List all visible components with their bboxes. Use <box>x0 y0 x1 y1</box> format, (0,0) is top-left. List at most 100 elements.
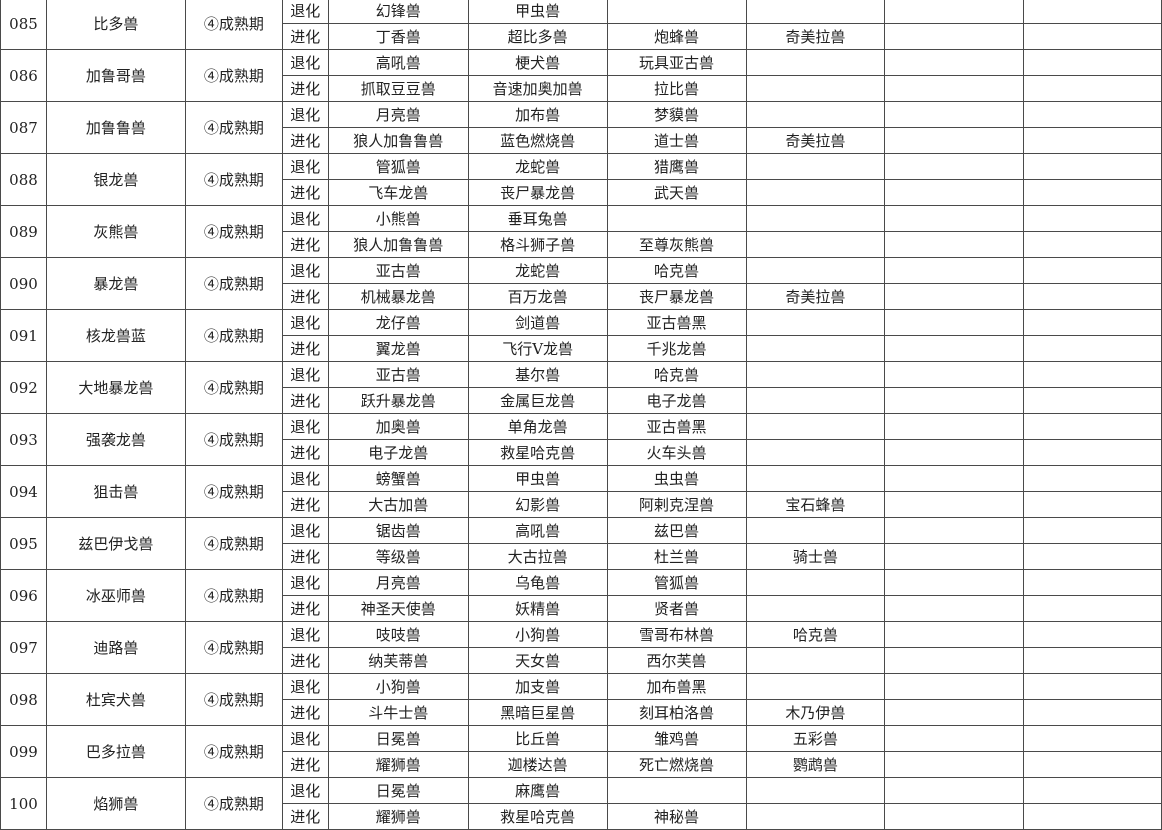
evolve-target-cell[interactable]: 等级兽 <box>327 543 469 570</box>
digimon-name-cell[interactable]: 核龙兽蓝 <box>45 309 186 362</box>
devolve-target-cell[interactable] <box>745 153 886 180</box>
evolve-target-cell[interactable] <box>745 803 886 830</box>
digimon-id-cell[interactable]: 089 <box>0 205 47 258</box>
evolve-label-cell[interactable]: 进化 <box>281 23 329 50</box>
evolve-target-cell[interactable]: 骑士兽 <box>745 543 886 570</box>
stage-cell[interactable]: ④成熟期 <box>184 517 283 570</box>
evolve-target-cell[interactable] <box>745 335 886 362</box>
evolve-label-cell[interactable]: 进化 <box>281 699 329 726</box>
devolve-label-cell[interactable]: 退化 <box>281 361 329 388</box>
empty-cell[interactable] <box>884 257 1025 284</box>
devolve-target-cell[interactable] <box>745 517 886 544</box>
evolve-target-cell[interactable]: 妖精兽 <box>467 595 608 622</box>
evolve-target-cell[interactable] <box>745 231 886 258</box>
evolve-label-cell[interactable]: 进化 <box>281 335 329 362</box>
digimon-name-cell[interactable]: 冰巫师兽 <box>45 569 186 622</box>
empty-cell[interactable] <box>884 803 1025 830</box>
evolve-target-cell[interactable]: 飞行V龙兽 <box>467 335 608 362</box>
empty-cell[interactable] <box>884 517 1025 544</box>
evolve-label-cell[interactable]: 进化 <box>281 283 329 310</box>
devolve-label-cell[interactable]: 退化 <box>281 621 329 648</box>
empty-cell[interactable] <box>1023 0 1162 24</box>
evolve-target-cell[interactable]: 狼人加鲁鲁兽 <box>327 231 469 258</box>
devolve-label-cell[interactable]: 退化 <box>281 153 329 180</box>
empty-cell[interactable] <box>1023 75 1162 102</box>
empty-cell[interactable] <box>884 413 1025 440</box>
evolve-target-cell[interactable]: 大古加兽 <box>327 491 469 518</box>
empty-cell[interactable] <box>1023 543 1162 570</box>
evolve-target-cell[interactable]: 千兆龙兽 <box>606 335 747 362</box>
devolve-target-cell[interactable] <box>745 257 886 284</box>
empty-cell[interactable] <box>1023 777 1162 804</box>
empty-cell[interactable] <box>1023 517 1162 544</box>
devolve-target-cell[interactable]: 日冕兽 <box>327 725 469 752</box>
empty-cell[interactable] <box>884 23 1025 50</box>
evolve-target-cell[interactable]: 丧尸暴龙兽 <box>606 283 747 310</box>
empty-cell[interactable] <box>884 491 1025 518</box>
devolve-target-cell[interactable]: 锯齿兽 <box>327 517 469 544</box>
empty-cell[interactable] <box>884 673 1025 700</box>
empty-cell[interactable] <box>1023 309 1162 336</box>
empty-cell[interactable] <box>1023 231 1162 258</box>
stage-cell[interactable]: ④成熟期 <box>184 621 283 674</box>
devolve-label-cell[interactable]: 退化 <box>281 725 329 752</box>
empty-cell[interactable] <box>884 569 1025 596</box>
digimon-id-cell[interactable]: 091 <box>0 309 47 362</box>
evolve-target-cell[interactable] <box>745 595 886 622</box>
devolve-label-cell[interactable]: 退化 <box>281 205 329 232</box>
evolve-target-cell[interactable]: 宝石蜂兽 <box>745 491 886 518</box>
evolve-target-cell[interactable]: 丧尸暴龙兽 <box>467 179 608 206</box>
evolve-target-cell[interactable] <box>745 647 886 674</box>
evolve-target-cell[interactable]: 奇美拉兽 <box>745 283 886 310</box>
evolve-target-cell[interactable]: 音速加奥加兽 <box>467 75 608 102</box>
devolve-target-cell[interactable]: 亚古兽黑 <box>606 309 747 336</box>
devolve-target-cell[interactable]: 加奥兽 <box>327 413 469 440</box>
devolve-target-cell[interactable]: 小狗兽 <box>467 621 608 648</box>
devolve-target-cell[interactable]: 日冕兽 <box>327 777 469 804</box>
devolve-target-cell[interactable]: 比丘兽 <box>467 725 608 752</box>
devolve-target-cell[interactable] <box>745 569 886 596</box>
devolve-label-cell[interactable]: 退化 <box>281 569 329 596</box>
stage-cell[interactable]: ④成熟期 <box>184 0 283 50</box>
devolve-target-cell[interactable]: 龙仔兽 <box>327 309 469 336</box>
empty-cell[interactable] <box>884 231 1025 258</box>
devolve-target-cell[interactable] <box>745 465 886 492</box>
digimon-name-cell[interactable]: 银龙兽 <box>45 153 186 206</box>
evolve-target-cell[interactable]: 道士兽 <box>606 127 747 154</box>
devolve-target-cell[interactable]: 管狐兽 <box>606 569 747 596</box>
empty-cell[interactable] <box>884 335 1025 362</box>
devolve-target-cell[interactable] <box>606 205 747 232</box>
empty-cell[interactable] <box>1023 361 1162 388</box>
digimon-name-cell[interactable]: 兹巴伊戈兽 <box>45 517 186 570</box>
stage-cell[interactable]: ④成熟期 <box>184 205 283 258</box>
digimon-id-cell[interactable]: 088 <box>0 153 47 206</box>
empty-cell[interactable] <box>1023 205 1162 232</box>
evolve-target-cell[interactable]: 超比多兽 <box>467 23 608 50</box>
empty-cell[interactable] <box>1023 49 1162 76</box>
evolve-label-cell[interactable]: 进化 <box>281 595 329 622</box>
evolve-target-cell[interactable]: 天女兽 <box>467 647 608 674</box>
evolve-target-cell[interactable] <box>745 179 886 206</box>
devolve-target-cell[interactable]: 小熊兽 <box>327 205 469 232</box>
empty-cell[interactable] <box>1023 23 1162 50</box>
devolve-target-cell[interactable]: 单角龙兽 <box>467 413 608 440</box>
evolve-target-cell[interactable]: 拉比兽 <box>606 75 747 102</box>
evolve-label-cell[interactable]: 进化 <box>281 647 329 674</box>
evolve-target-cell[interactable]: 大古拉兽 <box>467 543 608 570</box>
devolve-target-cell[interactable]: 甲虫兽 <box>467 0 608 24</box>
devolve-target-cell[interactable] <box>745 777 886 804</box>
devolve-target-cell[interactable]: 甲虫兽 <box>467 465 608 492</box>
evolve-target-cell[interactable]: 死亡燃烧兽 <box>606 751 747 778</box>
evolve-label-cell[interactable]: 进化 <box>281 75 329 102</box>
evolve-target-cell[interactable]: 武天兽 <box>606 179 747 206</box>
digimon-id-cell[interactable]: 094 <box>0 465 47 518</box>
evolve-target-cell[interactable] <box>745 439 886 466</box>
evolve-target-cell[interactable]: 耀狮兽 <box>327 803 469 830</box>
digimon-name-cell[interactable]: 大地暴龙兽 <box>45 361 186 414</box>
evolve-label-cell[interactable]: 进化 <box>281 387 329 414</box>
digimon-id-cell[interactable]: 090 <box>0 257 47 310</box>
evolve-target-cell[interactable]: 神秘兽 <box>606 803 747 830</box>
devolve-target-cell[interactable]: 猎鹰兽 <box>606 153 747 180</box>
digimon-name-cell[interactable]: 加鲁哥兽 <box>45 49 186 102</box>
empty-cell[interactable] <box>1023 101 1162 128</box>
